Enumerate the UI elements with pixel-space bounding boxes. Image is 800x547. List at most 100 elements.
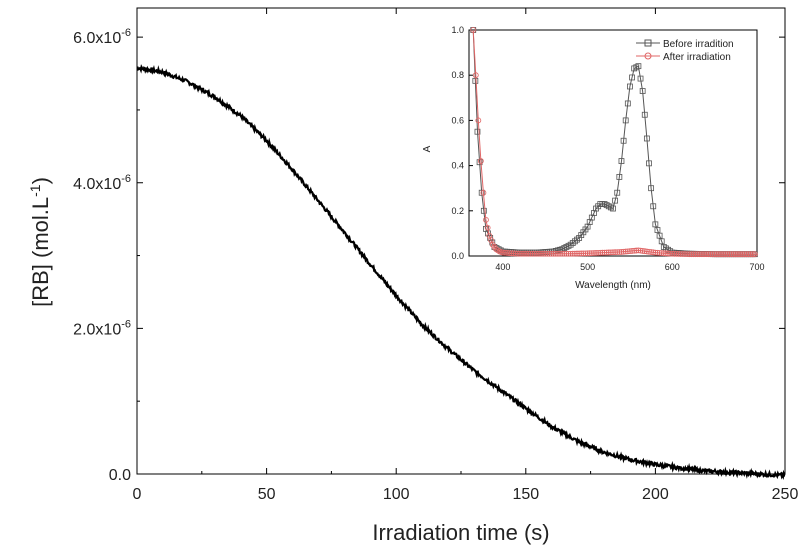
main-y-tick-mantissa: 2.0x10 bbox=[73, 321, 121, 338]
inset-point-circle bbox=[523, 250, 530, 257]
inset-point-square bbox=[646, 160, 652, 167]
inset-point-circle bbox=[677, 251, 684, 257]
main-x-tick-label: 250 bbox=[772, 486, 799, 503]
inset-point-square bbox=[658, 238, 665, 245]
inset-point-circle bbox=[692, 251, 699, 258]
inset-point-circle bbox=[622, 248, 629, 255]
inset-point-circle bbox=[745, 251, 752, 258]
inset-point-circle bbox=[737, 251, 743, 258]
inset-point-circle bbox=[635, 247, 642, 254]
inset-point-circle bbox=[582, 250, 589, 257]
main-series-line bbox=[136, 64, 786, 480]
inset-point-circle bbox=[538, 250, 544, 257]
main-y-axis-title-close: ) bbox=[28, 177, 53, 184]
inset-point-circle bbox=[675, 251, 682, 257]
inset-point-circle bbox=[521, 250, 527, 257]
inset-point-circle bbox=[603, 249, 610, 256]
inset-point-circle bbox=[472, 72, 479, 79]
inset-point-circle bbox=[732, 251, 739, 258]
main-y-tick-label: 0.0 bbox=[109, 467, 131, 484]
inset-point-square bbox=[624, 100, 631, 107]
inset-point-square bbox=[648, 185, 655, 192]
inset-point-circle bbox=[470, 27, 477, 33]
inset-point-circle bbox=[514, 250, 521, 257]
inset-point-circle bbox=[715, 251, 722, 258]
main-x-tick-label: 200 bbox=[642, 486, 669, 503]
inset-point-circle bbox=[477, 158, 484, 164]
inset-point-circle bbox=[656, 249, 663, 256]
inset-point-circle bbox=[519, 250, 525, 257]
inset-x-tick-label: 600 bbox=[665, 262, 680, 272]
inset-point-square bbox=[478, 189, 485, 196]
inset-point-circle bbox=[494, 247, 501, 254]
main-y-tick-exp: -6 bbox=[121, 27, 131, 39]
inset-point-circle bbox=[533, 250, 540, 257]
inset-y-tick-label: 0.8 bbox=[451, 70, 464, 80]
inset-point-square bbox=[616, 173, 623, 180]
inset-point-circle bbox=[699, 251, 705, 258]
inset-point-circle bbox=[510, 250, 517, 257]
inset-point-circle bbox=[639, 248, 646, 254]
inset-point-circle bbox=[475, 117, 482, 124]
inset-point-circle bbox=[588, 250, 595, 257]
inset-point-circle bbox=[584, 250, 591, 257]
inset-point-circle bbox=[576, 250, 583, 257]
inset-point-circle bbox=[637, 247, 644, 254]
inset-point-circle bbox=[563, 250, 570, 257]
inset-point-circle bbox=[751, 251, 758, 258]
inset-point-square bbox=[612, 197, 619, 204]
inset-plot-frame bbox=[468, 29, 758, 257]
inset-point-circle bbox=[480, 189, 487, 196]
inset-point-square bbox=[472, 77, 479, 84]
inset-y-tick-label: 0.2 bbox=[451, 206, 464, 216]
inset-series-group bbox=[470, 27, 758, 258]
inset-point-circle bbox=[739, 251, 746, 258]
inset-point-square bbox=[650, 203, 657, 210]
inset-point-square bbox=[656, 232, 663, 239]
main-y-tick-mantissa: 4.0x10 bbox=[73, 176, 121, 193]
inset-point-circle bbox=[703, 251, 710, 258]
inset-point-circle bbox=[648, 249, 655, 255]
inset-point-circle bbox=[595, 249, 602, 256]
legend-marker-square bbox=[644, 39, 652, 47]
inset-point-circle bbox=[667, 250, 674, 257]
main-x-tick-label: 100 bbox=[383, 486, 410, 503]
inset-point-circle bbox=[629, 248, 635, 254]
inset-point-circle bbox=[711, 251, 718, 258]
inset-point-circle bbox=[690, 251, 697, 258]
inset-point-circle bbox=[540, 250, 547, 257]
inset-point-circle bbox=[665, 250, 671, 257]
inset-point-circle bbox=[529, 250, 536, 257]
inset-point-circle bbox=[607, 249, 614, 256]
inset-point-circle bbox=[694, 251, 701, 258]
inset-point-circle bbox=[557, 250, 563, 257]
main-x-tick-label: 50 bbox=[258, 486, 276, 503]
inset-point-square bbox=[627, 83, 633, 90]
inset-point-circle bbox=[724, 251, 731, 258]
inset-point-circle bbox=[555, 250, 561, 257]
inset-point-circle bbox=[483, 216, 489, 223]
inset-point-square bbox=[643, 135, 650, 142]
inset-point-circle bbox=[726, 251, 733, 258]
inset-point-circle bbox=[682, 251, 688, 257]
inset-point-circle bbox=[559, 250, 566, 257]
inset-point-square bbox=[476, 159, 483, 166]
inset-point-square bbox=[654, 227, 661, 233]
main-x-tick-label: 150 bbox=[512, 486, 539, 503]
inset-point-circle bbox=[601, 249, 608, 256]
inset-point-circle bbox=[612, 249, 619, 256]
inset-point-circle bbox=[610, 249, 616, 256]
legend-marker-circle bbox=[644, 52, 652, 60]
inset-point-square bbox=[639, 88, 646, 94]
inset-point-square bbox=[635, 63, 642, 70]
inset-y-tick-label: 0.6 bbox=[451, 115, 464, 125]
inset-point-circle bbox=[546, 250, 553, 257]
inset-point-circle bbox=[688, 251, 695, 258]
inset-point-circle bbox=[643, 248, 650, 255]
inset-point-circle bbox=[544, 250, 551, 257]
inset-point-square bbox=[610, 205, 616, 212]
inset-x-tick-label: 500 bbox=[580, 262, 595, 272]
inset-legend: Before irradition After irradiation bbox=[636, 39, 734, 63]
inset-point-circle bbox=[561, 250, 568, 257]
inset-point-circle bbox=[586, 250, 593, 257]
